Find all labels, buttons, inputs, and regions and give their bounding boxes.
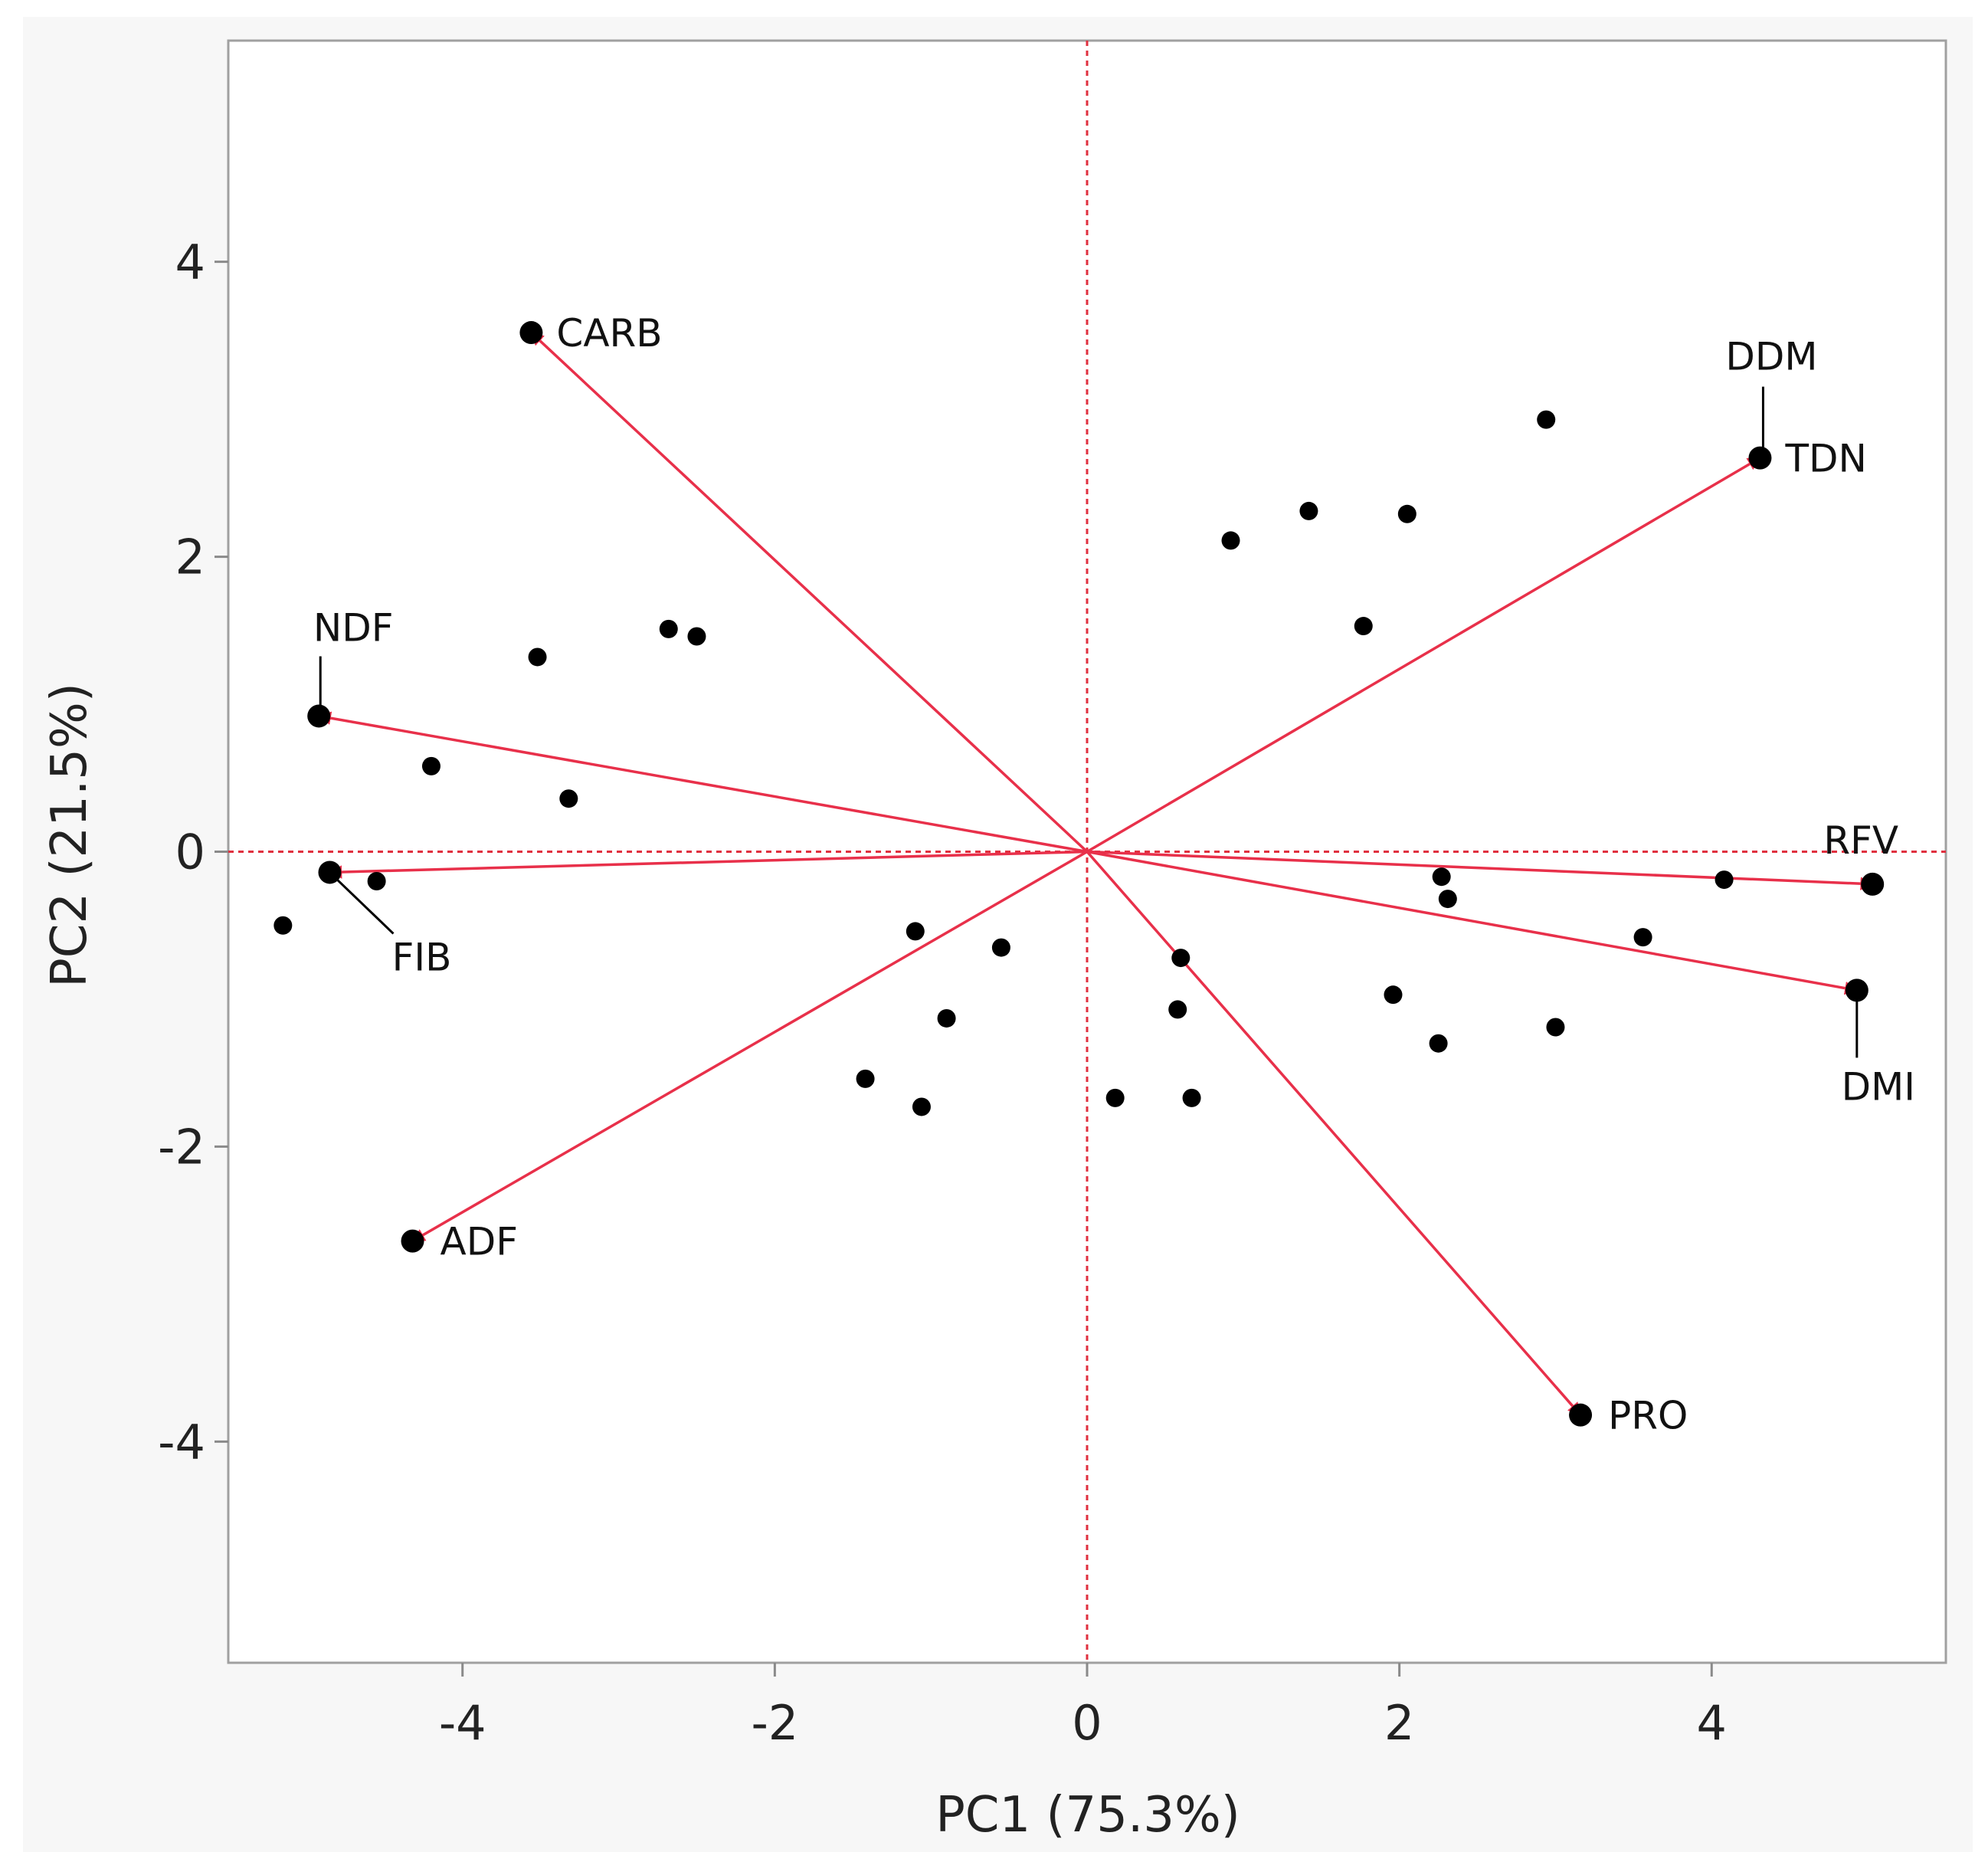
loading-arrow-rfv [1086, 850, 1874, 890]
score-point [1715, 870, 1734, 890]
y-tick-label: -4 [158, 1414, 205, 1470]
loading-point-rfv [1861, 872, 1885, 896]
x-tick-label: 0 [1072, 1695, 1102, 1751]
score-point [1221, 531, 1240, 550]
loading-point-dmi [1845, 979, 1868, 1002]
score-point [687, 627, 706, 646]
loading-arrows [317, 331, 1874, 1416]
score-point [1299, 501, 1318, 520]
score-point [528, 647, 547, 667]
score-point [991, 938, 1010, 957]
loading-point-adf [401, 1229, 424, 1253]
loading-arrow-fib [328, 850, 1088, 879]
loading-point-ddm [1748, 446, 1772, 470]
variable-label-tdn: TDN [1784, 437, 1866, 481]
score-point [906, 922, 925, 941]
loading-point-carb [519, 321, 543, 345]
y-tick-label: 2 [175, 529, 205, 585]
score-points [273, 410, 1734, 1116]
score-point [559, 789, 578, 808]
score-point [1633, 928, 1652, 947]
label-leader-lines [319, 386, 1859, 1058]
x-tick-label: -2 [751, 1695, 798, 1751]
y-axis-title: PC2 (21.5%) [41, 683, 98, 988]
x-tick-label: 2 [1384, 1695, 1414, 1751]
loading-arrow-ddm [1086, 457, 1761, 854]
score-point [1182, 1088, 1201, 1107]
score-point [1438, 890, 1457, 909]
score-point [367, 871, 386, 890]
score-point [1168, 1000, 1187, 1019]
x-axis-ticks: -4 -2 0 2 4 [439, 1663, 1727, 1751]
variable-label-carb: CARB [556, 311, 662, 356]
loading-arrow-ndf [317, 711, 1088, 854]
x-axis-title: PC1 (75.3%) [935, 1787, 1240, 1844]
score-point [1537, 410, 1556, 429]
loading-point-ndf [307, 704, 331, 728]
y-tick-label: 0 [175, 824, 205, 880]
variable-labels: CARB DDM TDN NDF FIB RFV DMI ADF PRO [313, 311, 1915, 1438]
score-point [1354, 617, 1373, 636]
loading-point-pro [1569, 1403, 1593, 1427]
score-point [912, 1097, 931, 1116]
loading-arrow-adf [411, 850, 1088, 1243]
loading-arrow-pro [1086, 851, 1582, 1416]
score-point [659, 619, 678, 638]
variable-label-ndf: NDF [313, 605, 394, 650]
loading-point-fib [318, 861, 342, 884]
score-point [1384, 985, 1403, 1005]
y-axis-ticks: 4 2 0 -2 -4 [158, 234, 228, 1470]
score-point [1432, 867, 1451, 887]
variable-label-ddm: DDM [1725, 335, 1817, 379]
x-tick-label: -4 [439, 1695, 486, 1751]
y-tick-label: 4 [175, 234, 205, 290]
loading-points [307, 321, 1885, 1427]
leader-line-fib [335, 877, 395, 935]
variable-label-dmi: DMI [1842, 1064, 1915, 1109]
loading-arrow-carb [530, 331, 1089, 853]
score-point [1397, 504, 1416, 523]
score-point [273, 916, 293, 935]
score-point [856, 1069, 875, 1088]
loading-arrow-dmi [1086, 850, 1859, 995]
score-point [1171, 949, 1191, 968]
score-point [1546, 1018, 1565, 1037]
variable-label-fib: FIB [392, 935, 452, 979]
variable-label-adf: ADF [441, 1220, 518, 1264]
score-point [937, 1008, 956, 1028]
score-point [1429, 1034, 1448, 1053]
variable-label-pro: PRO [1608, 1394, 1688, 1438]
score-point [1105, 1088, 1125, 1107]
y-tick-label: -2 [158, 1119, 205, 1175]
variable-label-rfv: RFV [1823, 818, 1898, 863]
x-tick-label: 4 [1697, 1695, 1727, 1751]
score-point [421, 756, 441, 775]
